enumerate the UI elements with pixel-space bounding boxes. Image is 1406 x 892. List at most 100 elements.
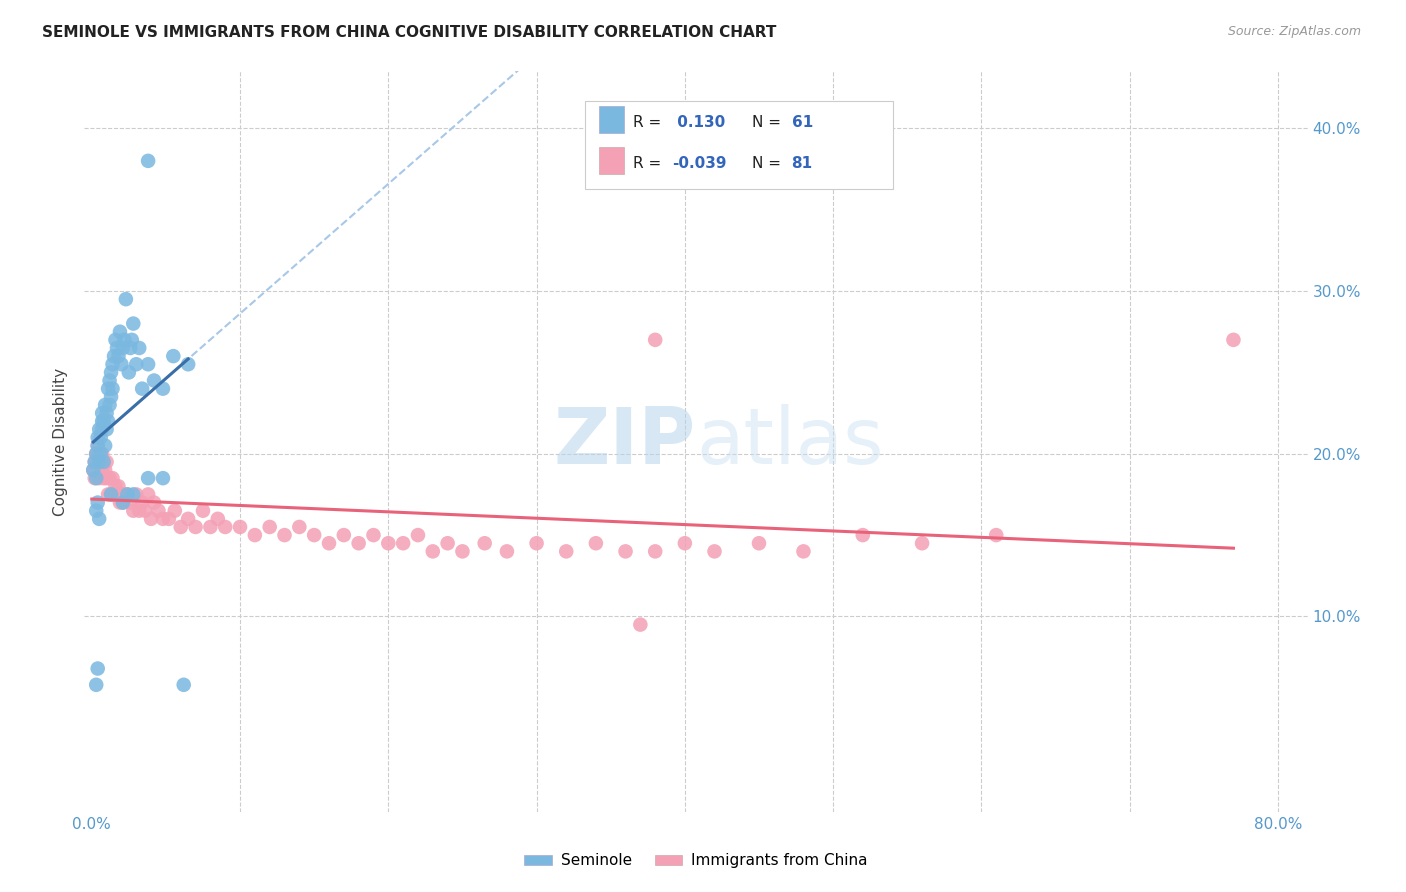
Point: [110, 487, 132, 501]
Point: [107, 479, 129, 493]
Point: [152, 471, 174, 485]
Point: [105, 487, 128, 501]
Point: [170, 520, 193, 534]
Point: [125, 357, 148, 371]
Point: [101, 357, 124, 371]
Point: [436, 536, 458, 550]
Point: [94, 439, 117, 453]
Point: [98, 374, 121, 388]
Point: [98, 471, 121, 485]
Point: [148, 504, 170, 518]
Point: [86, 439, 108, 453]
Point: [84, 678, 107, 692]
Point: [104, 479, 127, 493]
Point: [108, 495, 131, 509]
Point: [110, 357, 132, 371]
Point: [96, 471, 118, 485]
Text: ZIP: ZIP: [554, 403, 696, 480]
Point: [89, 455, 111, 469]
Point: [125, 487, 148, 501]
Point: [243, 528, 266, 542]
Text: N =: N =: [752, 156, 786, 170]
Point: [184, 520, 207, 534]
Point: [302, 528, 325, 542]
Point: [748, 536, 770, 550]
Point: [644, 333, 666, 347]
Point: [83, 455, 105, 469]
Text: R =: R =: [633, 115, 666, 129]
Point: [101, 382, 124, 396]
Point: [117, 487, 139, 501]
Point: [852, 528, 875, 542]
Point: [84, 504, 107, 518]
Point: [191, 504, 214, 518]
Point: [98, 398, 121, 412]
Point: [89, 512, 111, 526]
Point: [173, 678, 195, 692]
Point: [84, 447, 107, 461]
Point: [120, 495, 142, 509]
Point: [673, 536, 696, 550]
Point: [229, 520, 252, 534]
Point: [986, 528, 1008, 542]
Point: [100, 390, 122, 404]
Text: Source: ZipAtlas.com: Source: ZipAtlas.com: [1227, 25, 1361, 38]
Point: [86, 439, 108, 453]
Point: [105, 341, 128, 355]
Point: [91, 422, 114, 436]
Point: [792, 544, 814, 558]
Point: [103, 349, 125, 363]
Point: [134, 504, 156, 518]
Point: [96, 406, 118, 420]
Point: [86, 661, 108, 675]
Point: [422, 544, 444, 558]
Point: [91, 414, 114, 428]
Point: [91, 406, 114, 420]
Point: [118, 365, 141, 379]
Point: [120, 341, 142, 355]
Point: [104, 333, 127, 347]
Point: [111, 495, 134, 509]
Point: [451, 544, 474, 558]
Point: [84, 471, 107, 485]
Legend: Seminole, Immigrants from China: Seminole, Immigrants from China: [517, 847, 875, 874]
Point: [644, 544, 666, 558]
Text: 61: 61: [792, 115, 813, 129]
Point: [107, 349, 129, 363]
Point: [94, 463, 117, 477]
Point: [90, 455, 112, 469]
Point: [82, 463, 104, 477]
Point: [136, 487, 159, 501]
Point: [93, 471, 115, 485]
Point: [96, 455, 118, 469]
Point: [121, 333, 143, 347]
Point: [128, 341, 150, 355]
Point: [86, 430, 108, 444]
Point: [474, 536, 496, 550]
Point: [90, 430, 112, 444]
Point: [526, 536, 548, 550]
Point: [131, 495, 153, 509]
Point: [152, 382, 174, 396]
Point: [259, 520, 281, 534]
Point: [86, 495, 108, 509]
Point: [128, 504, 150, 518]
Point: [100, 487, 122, 501]
Text: -0.039: -0.039: [672, 156, 727, 170]
Point: [392, 536, 415, 550]
Point: [111, 495, 134, 509]
Point: [112, 333, 135, 347]
Point: [82, 463, 104, 477]
Point: [703, 544, 725, 558]
Point: [97, 414, 120, 428]
Point: [93, 414, 115, 428]
Point: [108, 325, 131, 339]
Point: [139, 512, 162, 526]
Point: [103, 487, 125, 501]
Point: [90, 447, 112, 461]
Point: [585, 536, 607, 550]
Point: [136, 357, 159, 371]
Point: [143, 495, 166, 509]
Point: [406, 528, 429, 542]
Point: [94, 398, 117, 412]
